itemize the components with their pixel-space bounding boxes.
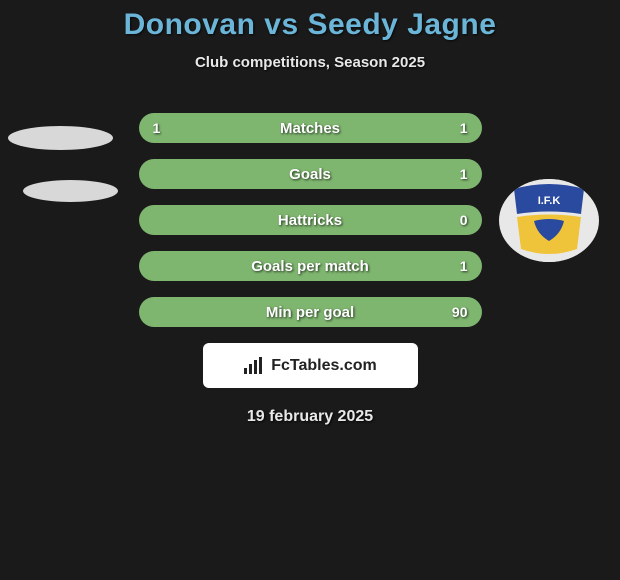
page-title: Donovan vs Seedy Jagne xyxy=(0,0,620,42)
stat-label: Goals per match xyxy=(251,258,369,275)
ifk-logo-icon: I.F.K xyxy=(499,179,599,262)
stat-right-value: 1 xyxy=(438,120,468,136)
badge-text: FcTables.com xyxy=(271,357,377,375)
infographic-container: Donovan vs Seedy Jagne Club competitions… xyxy=(0,0,620,580)
player2-club-logo: I.F.K xyxy=(499,179,599,262)
stat-row-matches: 1 Matches 1 xyxy=(139,113,482,143)
stat-right-value: 90 xyxy=(438,304,468,320)
stat-row-min-per-goal: Min per goal 90 xyxy=(139,297,482,327)
bars-icon xyxy=(243,357,265,375)
source-badge: FcTables.com xyxy=(203,343,418,388)
player1-logo-placeholder-2 xyxy=(23,180,118,202)
stat-label: Goals xyxy=(289,166,331,183)
stat-label: Matches xyxy=(280,120,340,137)
stat-left-value: 1 xyxy=(153,120,183,136)
stat-right-value: 1 xyxy=(438,258,468,274)
date-text: 19 february 2025 xyxy=(0,408,620,426)
stat-right-value: 1 xyxy=(438,166,468,182)
player1-logo-placeholder-1 xyxy=(8,126,113,150)
stat-right-value: 0 xyxy=(438,212,468,228)
stat-label: Min per goal xyxy=(266,304,354,321)
stat-row-goals: Goals 1 xyxy=(139,159,482,189)
stat-row-hattricks: Hattricks 0 xyxy=(139,205,482,235)
stat-label: Hattricks xyxy=(278,212,342,229)
stat-row-goals-per-match: Goals per match 1 xyxy=(139,251,482,281)
page-subtitle: Club competitions, Season 2025 xyxy=(0,54,620,71)
svg-text:I.F.K: I.F.K xyxy=(538,195,561,207)
